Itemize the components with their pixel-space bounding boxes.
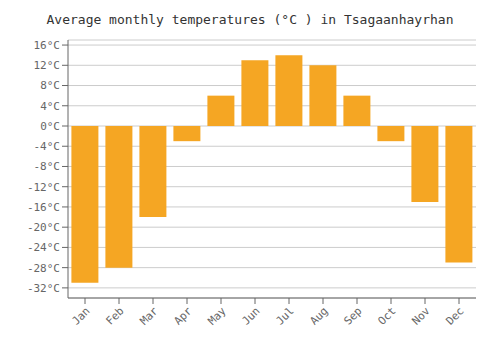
- svg-text:-20°C: -20°C: [27, 221, 60, 234]
- svg-text:-8°C: -8°C: [34, 160, 61, 173]
- svg-text:Jul: Jul: [273, 304, 296, 327]
- svg-text:-28°C: -28°C: [27, 262, 60, 275]
- svg-text:May: May: [205, 304, 229, 328]
- svg-text:-12°C: -12°C: [27, 181, 60, 194]
- svg-text:Apr: Apr: [171, 304, 195, 328]
- html-text:Average monthly temperatures (: Average monthly temperatures (°C ) in Ts…: [46, 12, 454, 27]
- svg-text:8°C: 8°C: [40, 79, 60, 92]
- svg-text:Dec: Dec: [443, 304, 466, 327]
- svg-text:Feb: Feb: [103, 304, 126, 327]
- svg-text:16°C: 16°C: [34, 39, 61, 52]
- svg-text:-4°C: -4°C: [34, 140, 61, 153]
- svg-text:Oct: Oct: [375, 304, 398, 327]
- svg-text:0°C: 0°C: [40, 120, 60, 133]
- svg-text:Sep: Sep: [341, 304, 364, 327]
- svg-text:Jan: Jan: [69, 304, 92, 327]
- svg-text:-16°C: -16°C: [27, 201, 60, 214]
- svg-text:Nov: Nov: [409, 304, 433, 328]
- svg-text:Aug: Aug: [307, 304, 330, 327]
- svg-text:-24°C: -24°C: [27, 241, 60, 254]
- svg-text:4°C: 4°C: [40, 100, 60, 113]
- svg-text:Mar: Mar: [137, 304, 161, 328]
- svg-text:12°C: 12°C: [34, 59, 61, 72]
- svg-text:-32°C: -32°C: [27, 282, 60, 295]
- svg-text:Jun: Jun: [239, 304, 262, 327]
